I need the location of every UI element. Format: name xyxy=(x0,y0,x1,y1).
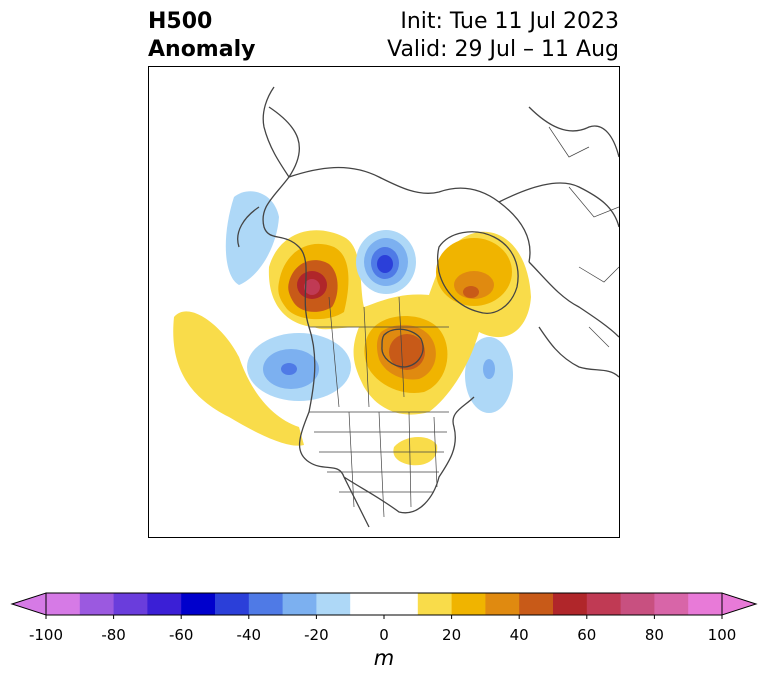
states-grid xyxy=(309,411,449,518)
negative-anomaly-west-coast xyxy=(225,191,279,285)
colorbar-tick-label: -20 xyxy=(304,626,329,644)
colorbar-segment xyxy=(215,593,250,615)
title-variable: H500 xyxy=(148,9,213,34)
map-title: H500 Anomaly xyxy=(148,8,255,64)
negative-anomaly-north-atlantic-core xyxy=(483,359,495,379)
colorbar-tick-label: 100 xyxy=(707,626,737,644)
coastline-hudson-bay xyxy=(381,328,424,368)
coastline-north-america xyxy=(262,106,475,528)
positive-anomaly-greenland-core xyxy=(463,286,479,298)
colorbar-segment xyxy=(485,593,520,615)
colorbar-segment xyxy=(451,593,486,615)
colorbar-segment xyxy=(113,593,148,615)
europe-borders xyxy=(548,126,619,348)
map-outlines xyxy=(237,86,619,528)
positive-anomaly-alaska-center xyxy=(304,279,320,295)
colorbar-tick-label: -60 xyxy=(168,626,194,644)
colorbar-unit: m xyxy=(373,646,395,670)
colorbar-segment xyxy=(282,593,317,615)
colorbar-segment xyxy=(46,593,81,615)
title-anomaly: Anomaly xyxy=(148,37,256,62)
provinces-lines xyxy=(309,296,449,408)
colorbar-segment xyxy=(586,593,622,615)
negative-anomaly-bering-core xyxy=(377,255,393,273)
colorbar-segment xyxy=(350,593,385,615)
colorbar-tick-label: -40 xyxy=(236,626,262,644)
colorbar-tick-label: 80 xyxy=(644,626,664,644)
colorbar-tick-label: 40 xyxy=(509,626,529,644)
colorbar-segment xyxy=(181,593,216,615)
colorbar-extend-max xyxy=(721,592,758,616)
map-canvas xyxy=(173,86,619,528)
colorbar-segment xyxy=(79,593,115,615)
colorbar-segment xyxy=(384,593,419,615)
colorbar-segment xyxy=(248,593,284,615)
positive-anomaly-east-us xyxy=(393,436,438,466)
negative-anomaly-pacific-inner xyxy=(281,363,297,375)
coastline-eurasia xyxy=(498,106,619,378)
positive-anomaly-pacific-band xyxy=(173,311,304,446)
colorbar-tick-label: -100 xyxy=(28,626,64,644)
colorbar-tick-label: -80 xyxy=(101,626,126,644)
colorbar-tick-label: 0 xyxy=(379,626,389,644)
colorbar xyxy=(10,592,758,619)
colorbar-tick-label: 60 xyxy=(577,626,597,644)
coastline-greenland xyxy=(436,231,519,314)
polar-map xyxy=(148,66,620,538)
negative-anomaly-gulf xyxy=(286,445,294,457)
init-date: Init: Tue 11 Jul 2023 xyxy=(400,9,619,34)
colorbar-segment xyxy=(620,593,655,615)
valid-range: Valid: 29 Jul – 11 Aug xyxy=(387,37,619,62)
colorbar-segment xyxy=(654,593,689,615)
colorbar-segment xyxy=(417,593,453,615)
anomaly-field xyxy=(173,191,531,466)
colorbar-segment xyxy=(553,593,588,615)
colorbar-segment xyxy=(316,593,351,615)
coastline-alaska xyxy=(237,86,290,248)
positive-anomaly-hudson-core xyxy=(389,334,425,370)
colorbar-tick-label: 20 xyxy=(442,626,462,644)
map-dates: Init: Tue 11 Jul 2023 Valid: 29 Jul – 11… xyxy=(387,8,619,64)
coastline-arctic xyxy=(288,166,531,263)
colorbar-segment xyxy=(519,593,554,615)
colorbar-segment xyxy=(688,593,723,615)
colorbar-segment xyxy=(147,593,182,615)
colorbar-extend-min xyxy=(10,592,47,616)
